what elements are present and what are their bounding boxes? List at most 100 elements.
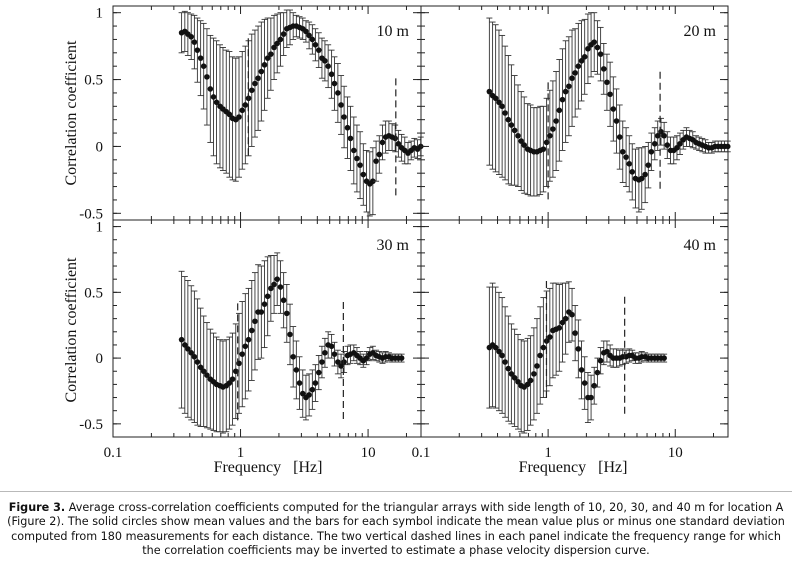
data-point — [373, 158, 379, 164]
data-point — [623, 154, 629, 160]
data-point — [496, 348, 502, 355]
data-point — [325, 63, 331, 69]
data-point — [619, 148, 626, 155]
data-point — [547, 334, 553, 340]
data-point — [252, 318, 258, 325]
data-point — [204, 74, 210, 80]
data-point — [264, 293, 271, 300]
data-point — [188, 33, 195, 40]
data-point — [664, 142, 671, 148]
data-point — [315, 47, 322, 53]
data-point — [651, 140, 658, 147]
data-point — [597, 51, 604, 57]
data-point — [395, 140, 402, 147]
data-point — [280, 31, 287, 37]
data-point — [597, 357, 604, 364]
y-tick-label: 1 — [96, 6, 104, 22]
data-point — [200, 63, 207, 69]
panel-label: 30 m — [377, 237, 410, 254]
data-point — [661, 132, 667, 139]
data-point — [306, 32, 312, 39]
data-point — [312, 41, 319, 48]
data-point — [347, 135, 354, 142]
data-point — [604, 348, 610, 355]
data-point — [360, 171, 367, 178]
data-point — [499, 103, 505, 110]
data-point — [213, 99, 220, 106]
data-point — [645, 162, 652, 168]
data-point — [527, 377, 534, 384]
data-point — [226, 380, 233, 386]
data-point — [505, 365, 512, 372]
data-point — [638, 175, 645, 182]
panel-label: 40 m — [684, 237, 717, 254]
panel-frame — [420, 219, 729, 438]
data-point — [376, 151, 383, 158]
data-point — [569, 311, 575, 318]
data-point — [341, 359, 347, 365]
data-point — [204, 372, 210, 378]
data-point — [239, 107, 246, 114]
data-point — [338, 102, 344, 108]
data-point — [398, 355, 405, 361]
data-point — [306, 392, 312, 398]
data-point — [515, 378, 521, 385]
x-tick-label: 10 — [668, 445, 683, 461]
data-point — [271, 44, 277, 51]
data-point — [575, 63, 582, 69]
panel-frame — [112, 5, 422, 221]
data-point — [245, 336, 252, 343]
data-point — [283, 310, 290, 317]
data-point — [255, 75, 261, 82]
data-point — [553, 118, 559, 124]
data-point — [248, 327, 255, 334]
data-point — [502, 359, 508, 365]
data-point — [604, 79, 610, 86]
data-point — [379, 139, 386, 146]
y-tick-label: 0.5 — [84, 285, 103, 301]
data-point — [499, 352, 505, 359]
data-point — [613, 118, 620, 124]
data-point — [578, 58, 585, 64]
data-point — [607, 91, 613, 98]
data-point — [502, 110, 508, 116]
data-point — [293, 367, 300, 373]
data-point — [277, 284, 284, 290]
data-point — [531, 371, 537, 377]
data-point — [550, 126, 556, 132]
data-point — [588, 394, 594, 401]
data-point — [207, 86, 214, 92]
y-tick-label: -0.5 — [79, 206, 103, 222]
data-point — [724, 143, 731, 150]
data-point — [511, 375, 518, 381]
panel-label: 20 m — [684, 23, 717, 40]
data-point — [610, 106, 617, 112]
data-point — [191, 39, 198, 45]
data-point — [616, 134, 623, 140]
data-point — [191, 353, 198, 360]
data-point — [363, 355, 370, 361]
data-point — [569, 75, 575, 82]
y-tick-label: 1 — [96, 220, 104, 236]
y-tick-label: 0.5 — [84, 73, 103, 89]
data-point — [229, 376, 236, 382]
data-point — [268, 285, 274, 292]
data-point — [242, 102, 249, 108]
panel-label: 10 m — [377, 23, 410, 40]
data-point — [537, 352, 543, 359]
data-point — [496, 99, 502, 106]
correlation-figure: Correlation coefficient Correlation coef… — [63, 5, 731, 476]
data-point — [661, 355, 667, 361]
data-point — [315, 369, 322, 376]
data-point — [357, 162, 363, 168]
data-point — [252, 80, 258, 87]
data-point — [271, 281, 277, 288]
data-point — [236, 114, 242, 120]
data-point — [591, 39, 598, 45]
data-point — [540, 344, 547, 351]
data-point — [572, 70, 578, 76]
figure-caption: Figure 3. Average cross-correlation coef… — [0, 491, 792, 582]
data-point — [331, 351, 338, 357]
data-point — [182, 342, 188, 348]
data-point — [268, 51, 274, 57]
